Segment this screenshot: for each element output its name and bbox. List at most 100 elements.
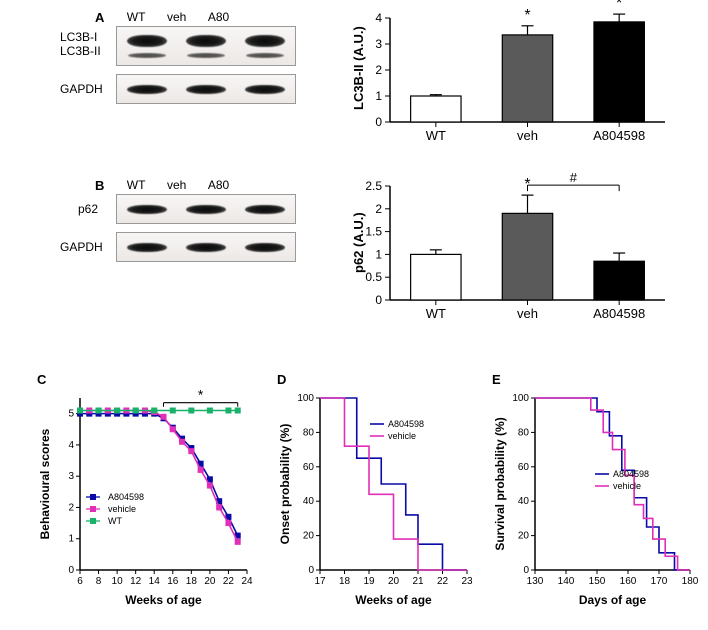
svg-text:80: 80 xyxy=(518,427,530,438)
svg-text:6: 6 xyxy=(77,576,83,587)
svg-text:1: 1 xyxy=(68,534,74,545)
svg-text:Onset probability (%): Onset probability (%) xyxy=(278,424,292,545)
svg-text:0: 0 xyxy=(375,293,382,307)
svg-text:60: 60 xyxy=(518,462,530,473)
svg-text:130: 130 xyxy=(527,576,544,587)
bar-chart-b-svg: 00.511.522.5WTvehA804598*# xyxy=(355,168,675,328)
svg-text:18: 18 xyxy=(186,576,198,587)
line-chart-c-svg: 012345681012141618202224Weeks of ageBeha… xyxy=(35,380,255,610)
band xyxy=(186,35,226,47)
svg-text:4: 4 xyxy=(68,440,74,451)
svg-text:vehicle: vehicle xyxy=(388,431,416,441)
lane-label: veh xyxy=(167,10,186,24)
blot-row-label: GAPDH xyxy=(60,82,103,96)
svg-text:10: 10 xyxy=(112,576,124,587)
svg-text:Weeks of age: Weeks of age xyxy=(355,593,432,607)
svg-text:Days of age: Days of age xyxy=(579,593,647,607)
panel-b-chart: p62 (A.U.) 00.511.522.5WTvehA804598*# xyxy=(355,168,675,333)
svg-text:*: * xyxy=(524,7,530,24)
svg-text:8: 8 xyxy=(96,576,102,587)
svg-text:A804598: A804598 xyxy=(613,469,649,479)
svg-text:19: 19 xyxy=(363,576,375,587)
svg-text:100: 100 xyxy=(512,393,529,404)
svg-text:A804598: A804598 xyxy=(593,306,645,321)
svg-text:Survival probability (%): Survival probability (%) xyxy=(493,417,507,550)
svg-text:WT: WT xyxy=(108,516,122,526)
svg-text:#: # xyxy=(570,170,578,185)
blot-row-label: LC3B-I xyxy=(60,30,97,44)
svg-text:veh: veh xyxy=(517,306,538,321)
svg-text:22: 22 xyxy=(437,576,449,587)
svg-text:20: 20 xyxy=(388,576,400,587)
svg-text:0.5: 0.5 xyxy=(365,270,382,284)
svg-text:A804598: A804598 xyxy=(388,419,424,429)
lane-labels-a: WT veh A80 xyxy=(60,10,240,24)
band xyxy=(128,53,166,58)
svg-text:0: 0 xyxy=(68,565,74,576)
svg-text:160: 160 xyxy=(620,576,637,587)
svg-text:*: * xyxy=(198,387,204,403)
svg-text:100: 100 xyxy=(297,393,314,404)
svg-text:22: 22 xyxy=(223,576,235,587)
svg-text:12: 12 xyxy=(130,576,142,587)
svg-text:23: 23 xyxy=(461,576,473,587)
band xyxy=(245,85,285,94)
svg-text:veh: veh xyxy=(517,128,538,143)
lane-label: WT xyxy=(127,178,146,192)
band xyxy=(127,243,167,252)
lane-labels-b: WT veh A80 xyxy=(60,178,240,192)
blot-gapdh-a xyxy=(116,74,296,104)
yaxis-title-b: p62 (A.U.) xyxy=(351,212,366,273)
svg-text:0: 0 xyxy=(375,115,382,129)
svg-text:16: 16 xyxy=(167,576,179,587)
svg-text:2.5: 2.5 xyxy=(365,179,382,193)
band xyxy=(127,205,167,214)
blot-lc3b xyxy=(116,26,296,66)
step-chart-e-svg: 020406080100130140150160170180Days of ag… xyxy=(490,380,698,610)
svg-text:1: 1 xyxy=(375,89,382,103)
svg-text:20: 20 xyxy=(518,531,530,542)
lane-label: A80 xyxy=(208,10,229,24)
band xyxy=(246,53,284,58)
band xyxy=(186,205,226,214)
svg-text:17: 17 xyxy=(314,576,326,587)
svg-text:*: * xyxy=(616,0,622,12)
svg-text:0: 0 xyxy=(308,565,314,576)
band xyxy=(127,85,167,94)
svg-text:40: 40 xyxy=(518,496,530,507)
lane-label: WT xyxy=(127,10,146,24)
svg-text:3: 3 xyxy=(375,37,382,51)
band xyxy=(186,85,226,94)
band xyxy=(245,243,285,252)
svg-text:WT: WT xyxy=(426,128,446,143)
svg-text:0: 0 xyxy=(523,565,529,576)
band xyxy=(127,35,167,47)
svg-text:20: 20 xyxy=(303,531,315,542)
svg-text:vehicle: vehicle xyxy=(108,504,136,514)
svg-text:4: 4 xyxy=(375,11,382,25)
svg-text:Weeks of age: Weeks of age xyxy=(125,593,202,607)
band xyxy=(187,53,225,58)
svg-text:3: 3 xyxy=(68,471,74,482)
yaxis-title-a: LC3B-II (A.U.) xyxy=(351,26,366,110)
band xyxy=(186,243,226,252)
svg-text:A804598: A804598 xyxy=(593,128,645,143)
svg-text:14: 14 xyxy=(149,576,161,587)
svg-text:21: 21 xyxy=(412,576,424,587)
blot-row-label: GAPDH xyxy=(60,240,103,254)
svg-text:5: 5 xyxy=(68,409,74,420)
svg-text:20: 20 xyxy=(204,576,216,587)
svg-text:170: 170 xyxy=(651,576,668,587)
svg-text:1.5: 1.5 xyxy=(365,225,382,239)
blot-row-label: LC3B-II xyxy=(60,44,101,58)
svg-text:Behavioural scores: Behavioural scores xyxy=(38,428,52,539)
svg-text:40: 40 xyxy=(303,496,315,507)
svg-text:150: 150 xyxy=(589,576,606,587)
svg-text:80: 80 xyxy=(303,427,315,438)
band xyxy=(245,35,285,47)
lane-label: veh xyxy=(167,178,186,192)
svg-text:vehicle: vehicle xyxy=(613,481,641,491)
panel-e-chart: 020406080100130140150160170180Days of ag… xyxy=(490,380,698,615)
svg-text:WT: WT xyxy=(426,306,446,321)
blot-row-label: p62 xyxy=(78,202,98,216)
